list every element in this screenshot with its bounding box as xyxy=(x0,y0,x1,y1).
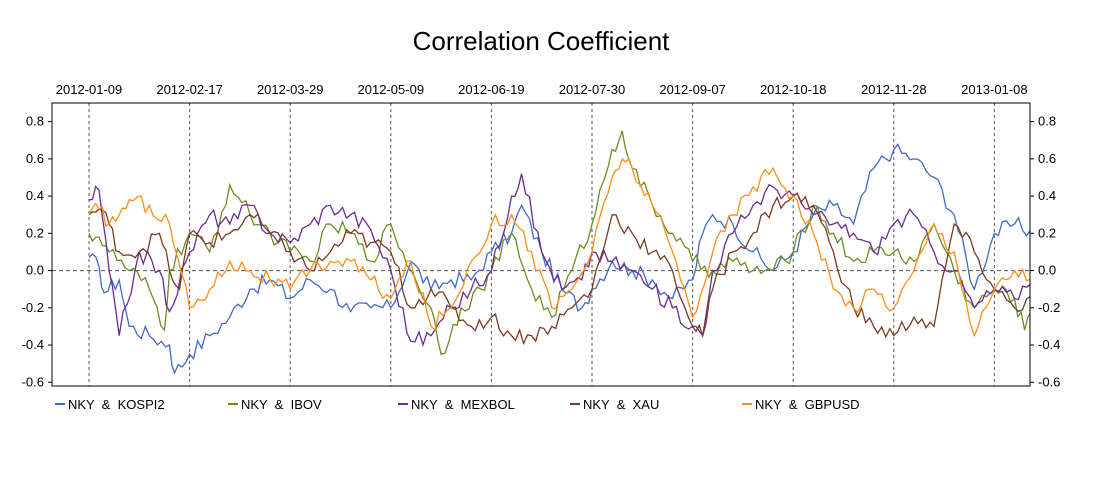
y-tick-label-left: 0.8 xyxy=(26,114,44,129)
y-tick-label-right: -0.4 xyxy=(1038,337,1060,352)
y-tick-label-left: 0.0 xyxy=(26,263,44,278)
y-tick-label-left: -0.2 xyxy=(22,300,44,315)
legend-label: NKY & XAU xyxy=(583,397,659,412)
series-line xyxy=(88,130,1030,356)
y-tick-label-left: -0.6 xyxy=(22,374,44,389)
chart-title: Correlation Coefficient xyxy=(413,26,671,56)
y-tick-label-left: -0.4 xyxy=(22,337,44,352)
legend: NKY & KOSPI2 NKY & IBOV NKY & MEXBOL NKY & … xyxy=(55,397,860,412)
y-tick-label-right: -0.6 xyxy=(1038,374,1060,389)
y-tick-label-right: 0.8 xyxy=(1038,114,1056,129)
x-tick-label: 2012-02-17 xyxy=(156,82,223,97)
series-line xyxy=(88,157,1030,338)
series-line xyxy=(88,192,1030,346)
y-tick-label-left: 0.2 xyxy=(26,225,44,240)
legend-label: NKY & IBOV xyxy=(241,397,322,412)
x-tick-label: 2012-05-09 xyxy=(358,82,425,97)
grid-layer xyxy=(52,103,1030,386)
axis-layer: 2012-01-09 2012-02-17 2012-03-29 2012-05-09… xyxy=(22,82,1061,389)
x-tick-label: 2012-07-30 xyxy=(559,82,626,97)
legend-label: NKY & MEXBOL xyxy=(411,397,515,412)
plot-frame xyxy=(51,102,1031,387)
series-layer xyxy=(88,130,1030,375)
x-tick-label: 2012-03-29 xyxy=(257,82,324,97)
series-line xyxy=(88,143,1030,375)
y-tick-label-right: 0.4 xyxy=(1038,188,1056,203)
legend-label: NKY & GBPUSD xyxy=(755,397,860,412)
x-tick-label: 2012-09-07 xyxy=(659,82,726,97)
x-tick-label: 2012-11-28 xyxy=(861,82,927,97)
y-tick-label-right: 0.2 xyxy=(1038,225,1056,240)
x-tick-label: 2013-01-08 xyxy=(961,82,1028,97)
x-tick-label: 2012-10-18 xyxy=(760,82,827,97)
x-tick-label: 2012-01-09 xyxy=(56,82,123,97)
y-tick-label-left: 0.4 xyxy=(26,188,44,203)
legend-label: NKY & KOSPI2 xyxy=(68,397,165,412)
y-tick-label-right: 0.6 xyxy=(1038,151,1056,166)
series-line xyxy=(88,173,1030,348)
y-tick-label-left: 0.6 xyxy=(26,151,44,166)
x-tick-label: 2012-06-19 xyxy=(458,82,525,97)
y-tick-label-right: -0.2 xyxy=(1038,300,1060,315)
y-tick-label-right: 0.0 xyxy=(1038,263,1056,278)
